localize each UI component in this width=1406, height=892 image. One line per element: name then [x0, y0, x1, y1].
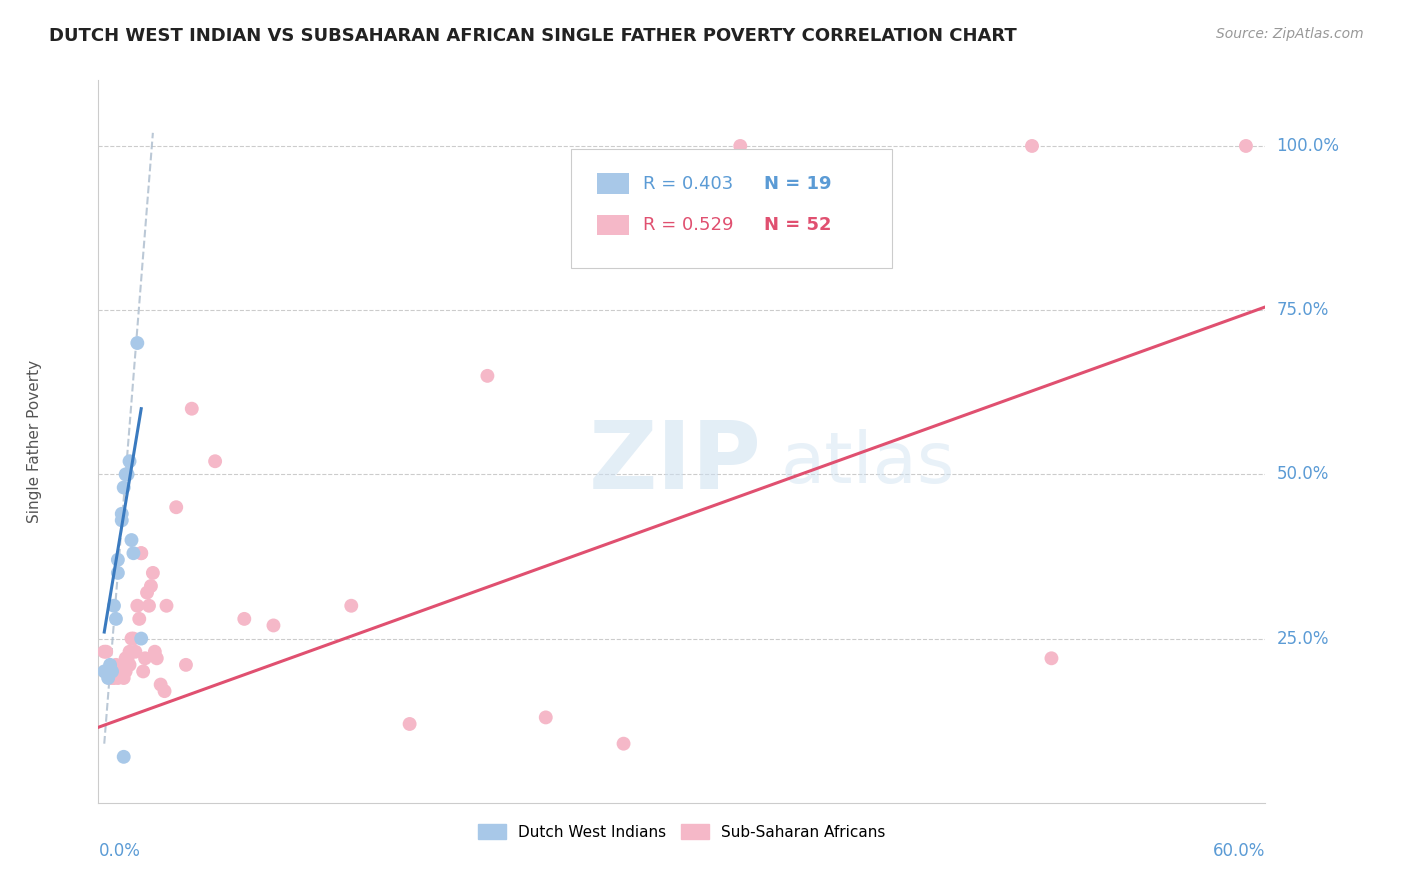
- Point: [104, 665, 127, 679]
- Point: [1040, 651, 1063, 665]
- Point: [118, 454, 141, 468]
- Point: [174, 657, 197, 672]
- Text: atlas: atlas: [782, 429, 956, 498]
- Point: [117, 467, 139, 482]
- Text: Source: ZipAtlas.com: Source: ZipAtlas.com: [1216, 27, 1364, 41]
- Point: [1234, 139, 1257, 153]
- Point: [96, 645, 118, 659]
- Point: [233, 612, 256, 626]
- Text: Single Father Poverty: Single Father Poverty: [27, 360, 42, 523]
- Point: [121, 632, 143, 646]
- FancyBboxPatch shape: [596, 173, 630, 194]
- Point: [93, 645, 115, 659]
- Point: [93, 665, 115, 679]
- Point: [129, 546, 152, 560]
- Point: [180, 401, 202, 416]
- Point: [730, 139, 752, 153]
- Point: [129, 632, 152, 646]
- Point: [613, 737, 636, 751]
- Text: N = 19: N = 19: [763, 175, 831, 193]
- Point: [127, 336, 149, 351]
- Text: 75.0%: 75.0%: [1277, 301, 1329, 319]
- Point: [107, 671, 129, 685]
- Point: [112, 671, 135, 685]
- Point: [103, 599, 125, 613]
- Point: [107, 665, 129, 679]
- Point: [104, 612, 127, 626]
- Text: 0.0%: 0.0%: [98, 842, 141, 860]
- Text: ZIP: ZIP: [589, 417, 762, 509]
- Point: [114, 467, 136, 482]
- Point: [114, 665, 136, 679]
- Legend: Dutch West Indians, Sub-Saharan Africans: Dutch West Indians, Sub-Saharan Africans: [472, 818, 891, 846]
- Point: [127, 599, 149, 613]
- Point: [111, 507, 134, 521]
- Point: [139, 579, 162, 593]
- Point: [98, 671, 121, 685]
- Point: [107, 566, 129, 580]
- Point: [128, 612, 150, 626]
- Text: 100.0%: 100.0%: [1277, 137, 1340, 155]
- Point: [143, 645, 166, 659]
- Point: [117, 651, 139, 665]
- Point: [111, 657, 134, 672]
- Text: N = 52: N = 52: [763, 216, 831, 234]
- Point: [153, 684, 176, 698]
- Point: [108, 665, 131, 679]
- Point: [107, 553, 129, 567]
- Point: [122, 632, 145, 646]
- Point: [1021, 139, 1043, 153]
- Point: [101, 671, 124, 685]
- Point: [97, 665, 120, 679]
- Point: [149, 677, 172, 691]
- Point: [121, 533, 143, 547]
- Point: [146, 651, 169, 665]
- Point: [103, 671, 125, 685]
- FancyBboxPatch shape: [571, 149, 891, 268]
- Point: [101, 665, 124, 679]
- Point: [98, 657, 121, 672]
- Point: [124, 645, 146, 659]
- Point: [118, 645, 141, 659]
- Point: [114, 651, 136, 665]
- FancyBboxPatch shape: [596, 215, 630, 235]
- Point: [111, 513, 134, 527]
- Point: [129, 546, 152, 560]
- Text: R = 0.529: R = 0.529: [644, 216, 734, 234]
- Point: [132, 665, 155, 679]
- Point: [398, 717, 420, 731]
- Text: DUTCH WEST INDIAN VS SUBSAHARAN AFRICAN SINGLE FATHER POVERTY CORRELATION CHART: DUTCH WEST INDIAN VS SUBSAHARAN AFRICAN …: [49, 27, 1017, 45]
- Point: [112, 481, 135, 495]
- Point: [477, 368, 499, 383]
- Text: 25.0%: 25.0%: [1277, 630, 1329, 648]
- Text: 50.0%: 50.0%: [1277, 466, 1329, 483]
- Point: [112, 749, 135, 764]
- Point: [138, 599, 160, 613]
- Point: [101, 665, 124, 679]
- Text: 60.0%: 60.0%: [1213, 842, 1265, 860]
- Point: [118, 657, 141, 672]
- Point: [142, 566, 165, 580]
- Point: [204, 454, 226, 468]
- Point: [262, 618, 284, 632]
- Point: [104, 657, 127, 672]
- Text: R = 0.403: R = 0.403: [644, 175, 734, 193]
- Point: [155, 599, 177, 613]
- Point: [136, 585, 159, 599]
- Point: [122, 546, 145, 560]
- Point: [134, 651, 156, 665]
- Point: [165, 500, 187, 515]
- Point: [97, 671, 120, 685]
- Point: [534, 710, 557, 724]
- Point: [340, 599, 363, 613]
